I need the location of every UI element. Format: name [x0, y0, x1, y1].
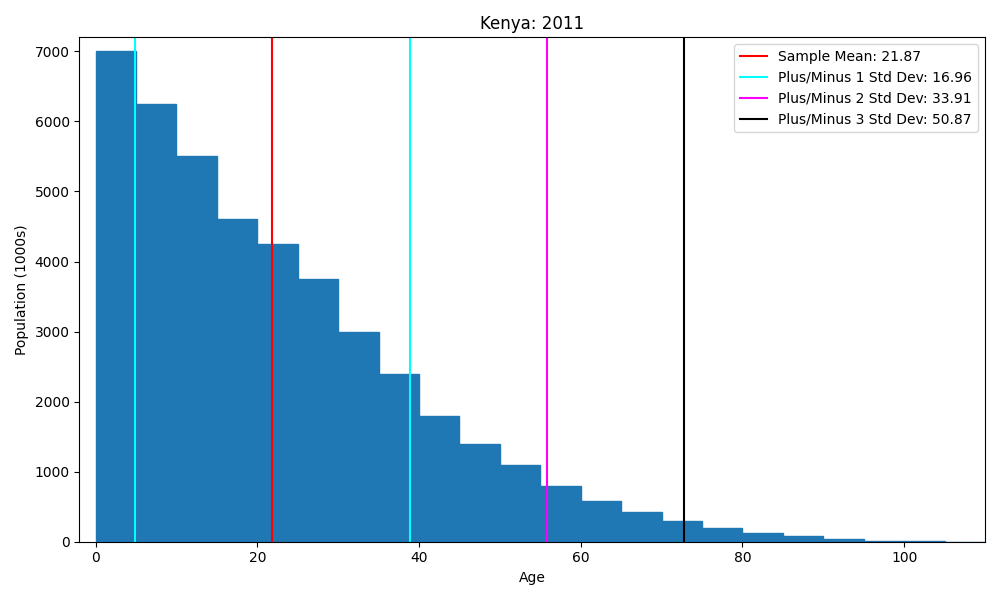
- Bar: [783, 536, 823, 542]
- Bar: [96, 52, 136, 542]
- Bar: [217, 220, 257, 542]
- Bar: [500, 464, 540, 542]
- Bar: [419, 416, 459, 542]
- Bar: [581, 502, 621, 542]
- Bar: [702, 528, 742, 542]
- Bar: [662, 521, 702, 542]
- Bar: [540, 485, 581, 542]
- X-axis label: Age: Age: [519, 571, 546, 585]
- Bar: [176, 157, 217, 542]
- Bar: [742, 533, 783, 542]
- Bar: [338, 332, 379, 542]
- Y-axis label: Population (1000s): Population (1000s): [15, 224, 29, 355]
- Title: Kenya: 2011: Kenya: 2011: [480, 15, 584, 33]
- Bar: [257, 244, 298, 542]
- Bar: [823, 539, 864, 542]
- Bar: [379, 374, 419, 542]
- Bar: [298, 279, 338, 542]
- Bar: [621, 512, 662, 542]
- Bar: [864, 541, 904, 542]
- Bar: [136, 104, 176, 542]
- Bar: [459, 443, 500, 542]
- Legend: Sample Mean: 21.87, Plus/Minus 1 Std Dev: 16.96, Plus/Minus 2 Std Dev: 33.91, Pl: Sample Mean: 21.87, Plus/Minus 1 Std Dev…: [734, 44, 978, 132]
